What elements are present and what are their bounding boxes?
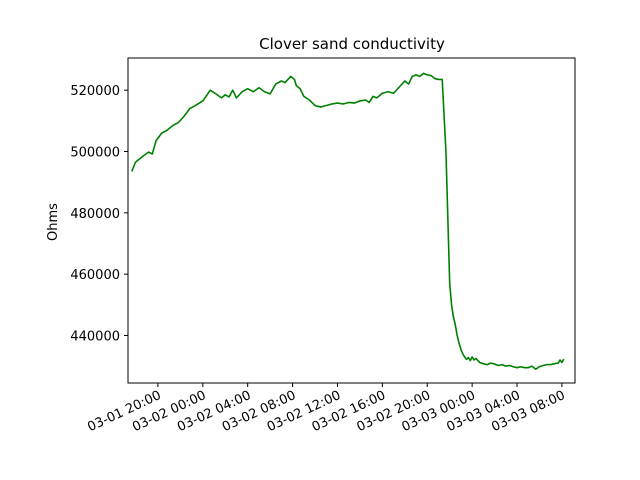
chart-title: Clover sand conductivity bbox=[259, 35, 445, 53]
y-axis-label: Ohms bbox=[46, 203, 61, 241]
y-tick-label: 520000 bbox=[70, 84, 120, 99]
series-line bbox=[130, 72, 565, 370]
y-axis: 440000 460000 480000 500000 520000 bbox=[70, 84, 128, 344]
y-tick-label: 440000 bbox=[70, 329, 120, 344]
y-tick-label: 500000 bbox=[70, 146, 120, 161]
plot-frame bbox=[127, 57, 576, 384]
y-tick-label: 460000 bbox=[70, 268, 120, 283]
y-tick-label: 480000 bbox=[70, 207, 120, 222]
